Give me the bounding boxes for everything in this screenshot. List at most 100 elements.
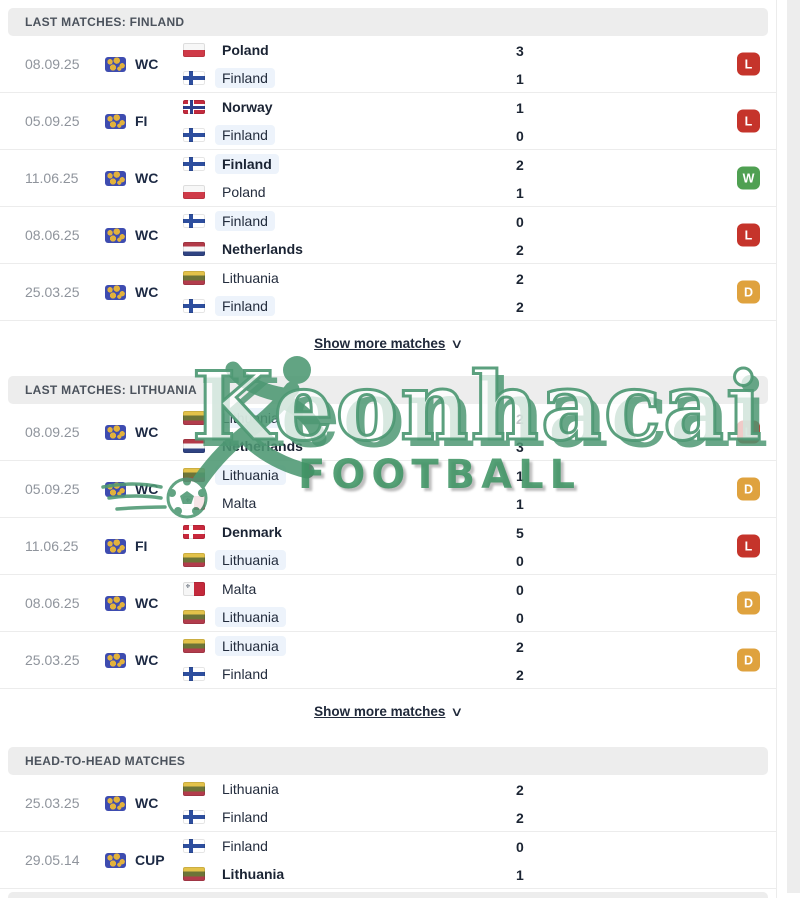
result-badge: D	[737, 280, 760, 304]
teams: Poland Finland	[183, 36, 776, 92]
away-flag-icon	[183, 439, 205, 453]
result-badge: D	[737, 477, 760, 501]
away-team: Poland	[183, 178, 776, 206]
chevron-down-icon: ∨	[450, 335, 464, 351]
match-row[interactable]: 08.06.25 WC Malta Lithuania 0 0 D	[0, 575, 776, 632]
world-cup-trophy-icon	[105, 424, 126, 440]
match-row[interactable]: 08.09.25 WC Poland Finland 3 1 L	[0, 36, 776, 93]
home-team: Denmark	[183, 518, 776, 546]
show-more-matches-link[interactable]: Show more matches ∨	[0, 321, 776, 366]
match-row[interactable]: 11.06.25 WC Finland Poland 2 1 W	[0, 150, 776, 207]
match-row[interactable]: 25.03.25 WC Lithuania Finland 2 2	[0, 775, 776, 832]
competition-abbr: WC	[135, 227, 159, 243]
competition-abbr: FI	[135, 538, 148, 554]
home-team-name: Malta	[222, 581, 257, 597]
match-date: 08.06.25	[25, 227, 80, 243]
home-score: 5	[516, 525, 524, 541]
away-team: Malta	[183, 489, 776, 517]
world-cup-trophy-icon	[105, 284, 126, 300]
match-date: 05.09.25	[25, 113, 80, 129]
away-flag-icon	[183, 667, 205, 681]
away-team: Netherlands	[183, 432, 776, 460]
home-score: 0	[516, 214, 524, 230]
home-score: 0	[516, 839, 524, 855]
competition-abbr: FI	[135, 113, 148, 129]
home-score: 2	[516, 157, 524, 173]
away-team: Finland	[183, 803, 776, 831]
match-date: 05.09.25	[25, 481, 80, 497]
away-flag-icon	[183, 810, 205, 824]
scrollbar[interactable]	[787, 0, 800, 893]
teams: Lithuania Finland	[183, 632, 776, 688]
away-team-name: Lithuania	[215, 607, 286, 627]
teams: Malta Lithuania	[183, 575, 776, 631]
home-score: 0	[516, 582, 524, 598]
competition: WC	[105, 652, 183, 668]
match-row[interactable]: 05.09.25 FI Norway Finland 1 0 L	[0, 93, 776, 150]
home-flag-icon	[183, 271, 205, 285]
teams: Lithuania Malta	[183, 461, 776, 517]
away-team-name: Malta	[222, 495, 257, 511]
competition-abbr: WC	[135, 284, 159, 300]
home-team-name: Lithuania	[222, 270, 279, 286]
home-score: 3	[516, 43, 524, 59]
away-team-name: Netherlands	[222, 438, 303, 454]
match-row[interactable]: 08.06.25 WC Finland Netherlands 0 2 L	[0, 207, 776, 264]
home-team-name: Finland	[215, 154, 279, 174]
competition-abbr: WC	[135, 795, 159, 811]
match-row[interactable]: 25.03.25 WC Lithuania Finland 2 2 D	[0, 264, 776, 321]
match-row[interactable]: 11.06.25 FI Denmark Lithuania 5 0 L	[0, 518, 776, 575]
away-flag-icon	[183, 610, 205, 624]
world-cup-trophy-icon	[105, 113, 126, 129]
match-date: 29.05.14	[25, 852, 80, 868]
away-score: 1	[516, 867, 524, 883]
teams: Finland Lithuania	[183, 832, 776, 888]
home-score: 1	[516, 468, 524, 484]
match-row[interactable]: 05.09.25 WC Lithuania Malta 1 1 D	[0, 461, 776, 518]
away-team-name: Finland	[215, 296, 275, 316]
show-more-matches-link[interactable]: Show more matches ∨	[0, 689, 776, 734]
away-team-name: Finland	[215, 125, 275, 145]
home-team-name: Lithuania	[222, 781, 279, 797]
competition: FI	[105, 538, 183, 554]
away-score: 1	[516, 185, 524, 201]
world-cup-trophy-icon	[105, 481, 126, 497]
home-team: Finland	[183, 832, 776, 860]
away-score: 3	[516, 439, 524, 455]
section-last-matches-finland: LAST MATCHES: FINLAND 08.09.25 WC Poland…	[0, 8, 776, 366]
teams: Finland Netherlands	[183, 207, 776, 263]
home-team-name: Lithuania	[215, 408, 286, 428]
home-team-name: Norway	[222, 99, 273, 115]
match-date: 11.06.25	[25, 170, 79, 186]
competition-abbr: WC	[135, 595, 159, 611]
teams: Norway Finland	[183, 93, 776, 149]
home-team: Lithuania	[183, 775, 776, 803]
away-team-name: Lithuania	[222, 866, 285, 882]
result-badge: D	[737, 591, 760, 615]
match-date: 25.03.25	[25, 652, 80, 668]
section-last-matches-lithuania: LAST MATCHES: LITHUANIA 08.09.25 WC Lith…	[0, 376, 776, 734]
home-flag-icon	[183, 468, 205, 482]
section-title: LAST MATCHES: LITHUANIA	[8, 376, 768, 404]
match-date: 08.06.25	[25, 595, 80, 611]
match-row[interactable]: 08.09.25 WC Lithuania Netherlands 2 3 L	[0, 404, 776, 461]
competition: WC	[105, 227, 183, 243]
show-more-label: Show more matches	[314, 336, 446, 351]
away-score: 2	[516, 242, 524, 258]
home-team: Lithuania	[183, 632, 776, 660]
match-row[interactable]: 29.05.14 CUP Finland Lithuania 0 1	[0, 832, 776, 889]
teams: Finland Poland	[183, 150, 776, 206]
away-team-name: Finland	[222, 666, 268, 682]
away-team: Finland	[183, 64, 776, 92]
competition-abbr: WC	[135, 424, 159, 440]
match-date: 11.06.25	[25, 538, 79, 554]
home-score: 2	[516, 782, 524, 798]
away-team: Finland	[183, 660, 776, 688]
home-team: Lithuania	[183, 461, 776, 489]
competition-abbr: WC	[135, 56, 159, 72]
match-row[interactable]: 25.03.25 WC Lithuania Finland 2 2 D	[0, 632, 776, 689]
competition-abbr: WC	[135, 652, 159, 668]
away-flag-icon	[183, 496, 205, 510]
competition: FI	[105, 113, 183, 129]
away-score: 2	[516, 299, 524, 315]
